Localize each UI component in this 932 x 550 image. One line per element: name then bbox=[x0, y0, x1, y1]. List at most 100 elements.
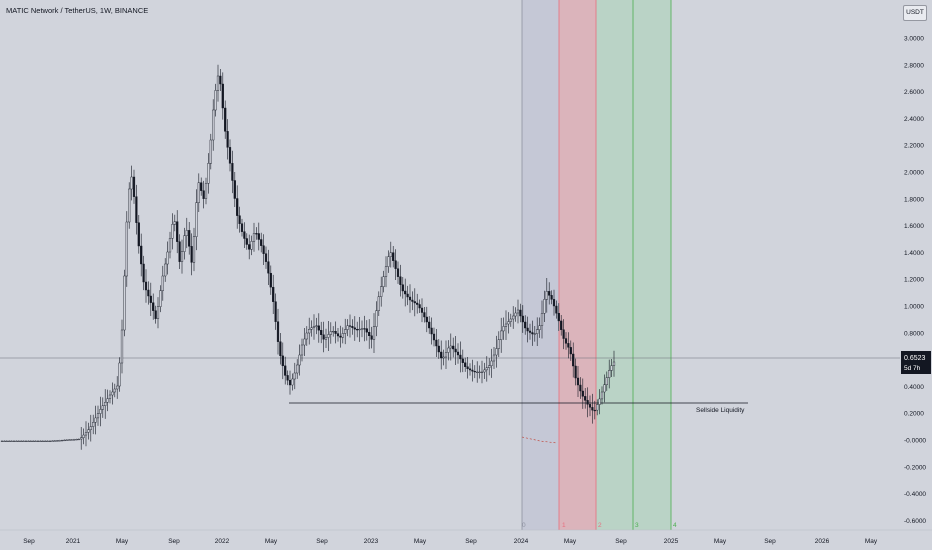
candle-body bbox=[598, 398, 601, 405]
candle-body bbox=[60, 440, 64, 442]
candle-body bbox=[428, 321, 431, 329]
candle-body bbox=[593, 409, 596, 412]
candle-body bbox=[291, 378, 294, 386]
time-axis-label: May bbox=[714, 538, 727, 545]
candle-body bbox=[332, 331, 335, 333]
candle-body bbox=[346, 325, 349, 330]
candle-body bbox=[552, 299, 556, 307]
candle-body bbox=[514, 312, 517, 317]
candle-body bbox=[356, 329, 359, 331]
candle-body bbox=[152, 302, 155, 311]
candle-body bbox=[490, 360, 493, 366]
candle-body bbox=[459, 354, 462, 360]
candle-body bbox=[132, 176, 136, 197]
candle-body bbox=[567, 343, 570, 348]
candle-body bbox=[348, 325, 352, 327]
candle-body bbox=[166, 251, 169, 265]
candle-body bbox=[531, 332, 534, 335]
candle-body bbox=[192, 236, 196, 263]
candle-body bbox=[396, 268, 400, 277]
candle-body bbox=[190, 246, 193, 263]
candle-body bbox=[495, 348, 498, 356]
candle-body bbox=[0, 440, 4, 443]
candle-body bbox=[365, 328, 368, 333]
candle-body bbox=[576, 377, 580, 386]
candle-body bbox=[257, 233, 260, 240]
candle-body bbox=[262, 245, 265, 254]
candle-body bbox=[497, 339, 500, 349]
candle-body bbox=[536, 329, 539, 334]
candle-body bbox=[108, 394, 112, 399]
candle-body bbox=[449, 345, 452, 349]
candle-body bbox=[528, 330, 532, 333]
candle-body bbox=[543, 299, 546, 314]
candle-body bbox=[432, 333, 436, 341]
time-axis-label: May bbox=[865, 538, 878, 545]
candle-body bbox=[32, 440, 35, 443]
candle-body bbox=[87, 429, 90, 433]
candle-body bbox=[12, 440, 16, 443]
price-scale[interactable]: 3.0000 2.8000 2.6000 2.4000 2.2000 2.0000 1.80… bbox=[904, 36, 926, 525]
candle-body bbox=[368, 332, 371, 337]
candle-body bbox=[44, 440, 47, 443]
candle-body bbox=[216, 75, 220, 91]
candle-body bbox=[77, 438, 80, 441]
candle-body bbox=[555, 305, 558, 314]
candle-body bbox=[159, 290, 162, 307]
time-axis-label: Sep bbox=[168, 538, 180, 545]
candle-body bbox=[281, 355, 284, 367]
candle-body bbox=[372, 326, 376, 340]
candle-body bbox=[526, 327, 529, 332]
time-axis-label: May bbox=[116, 538, 129, 545]
candle-body bbox=[344, 329, 347, 334]
candle-body bbox=[560, 320, 563, 330]
candle-body bbox=[267, 261, 270, 274]
currency-button[interactable]: USDT bbox=[903, 5, 927, 21]
candle-body bbox=[221, 83, 224, 109]
candle-body bbox=[200, 182, 203, 191]
candle-body bbox=[96, 413, 100, 419]
price-tick-label: -0.6000 bbox=[904, 518, 926, 525]
candle-body bbox=[34, 440, 37, 443]
candle-body bbox=[504, 323, 508, 327]
candle-body bbox=[70, 439, 73, 441]
candle-body bbox=[336, 333, 340, 337]
candle-body bbox=[550, 295, 553, 300]
candle-body bbox=[519, 309, 522, 317]
candle-body bbox=[231, 163, 234, 181]
candle-body bbox=[612, 361, 616, 366]
candle-body bbox=[204, 183, 208, 199]
candle-body bbox=[339, 335, 342, 338]
time-axis[interactable]: Sep 2021 May Sep 2022 May Sep 2023 May Sep 2024 May… bbox=[23, 538, 878, 545]
candle-body bbox=[509, 318, 512, 322]
candle-body bbox=[120, 329, 124, 364]
candle-body bbox=[476, 371, 479, 374]
cycle-number-3: 3 bbox=[635, 522, 639, 529]
candle-body bbox=[423, 312, 426, 318]
candle-body bbox=[408, 296, 412, 301]
price-tick-label: 2.8000 bbox=[904, 62, 924, 69]
time-axis-label: 2022 bbox=[215, 538, 230, 545]
candle-body bbox=[442, 356, 445, 359]
candle-body bbox=[214, 90, 217, 111]
candle-body bbox=[245, 238, 248, 245]
price-tick-label: 1.6000 bbox=[904, 223, 924, 230]
candle-body bbox=[461, 358, 464, 363]
candle-body bbox=[250, 241, 253, 250]
candle-body bbox=[5, 440, 8, 443]
candle-body bbox=[168, 238, 172, 253]
candle-body bbox=[303, 338, 306, 346]
candle-body bbox=[413, 301, 416, 304]
price-tick-label: 0.2000 bbox=[904, 411, 924, 418]
candle-body bbox=[569, 347, 572, 355]
candle-body bbox=[142, 263, 145, 283]
candle-body bbox=[233, 180, 236, 199]
sellside-liquidity-label: Sellside Liquidity bbox=[696, 407, 745, 414]
candle-body bbox=[56, 440, 59, 442]
candle-body bbox=[272, 286, 275, 302]
time-axis-label: 2025 bbox=[664, 538, 679, 545]
candle-body bbox=[75, 439, 78, 441]
candle-body bbox=[375, 310, 378, 327]
candle-body bbox=[507, 321, 510, 325]
